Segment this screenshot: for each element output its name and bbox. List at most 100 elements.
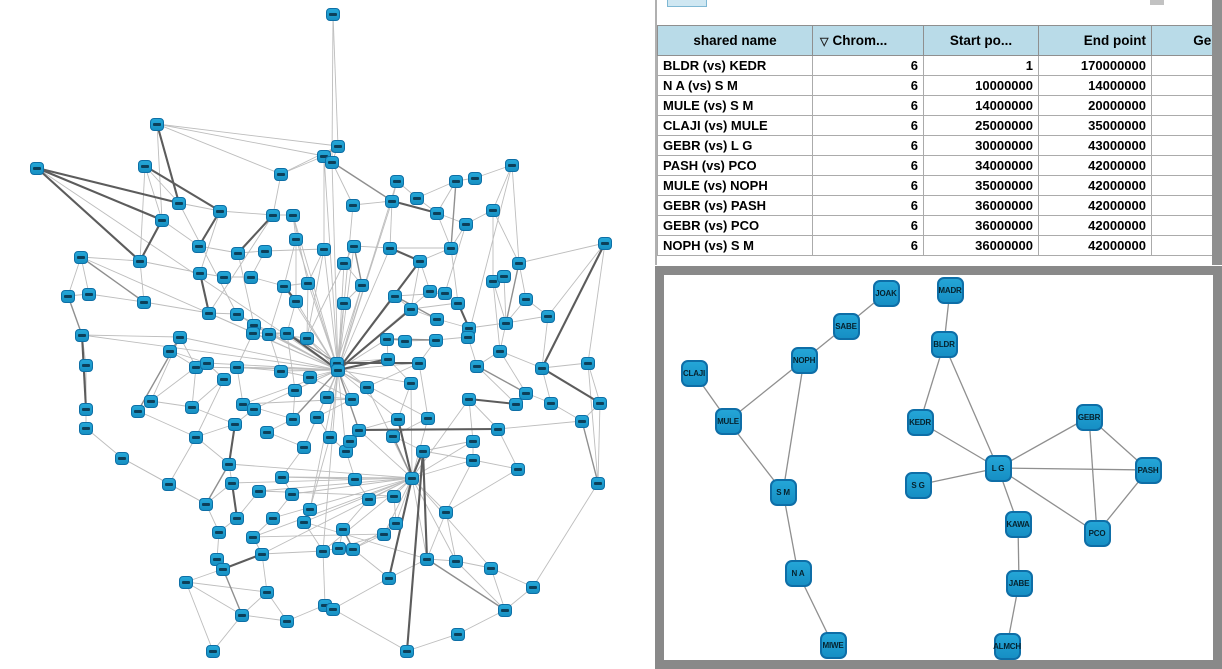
network-node[interactable] — [484, 561, 498, 575]
network-node-almch[interactable]: ALMCH — [993, 632, 1021, 660]
network-node[interactable] — [416, 444, 430, 458]
network-node[interactable] — [131, 404, 145, 418]
network-node[interactable] — [519, 386, 533, 400]
network-node[interactable] — [470, 359, 484, 373]
network-node[interactable] — [79, 421, 93, 435]
table-cell[interactable]: 14000000 — [1038, 75, 1152, 96]
network-node[interactable] — [423, 284, 437, 298]
network-node[interactable] — [30, 161, 44, 175]
table-cell[interactable]: NOPH (vs) S M — [657, 235, 813, 256]
table-cell[interactable]: 25000000 — [923, 115, 1039, 136]
table-cell[interactable]: 10000000 — [923, 75, 1039, 96]
network-node[interactable] — [377, 527, 391, 541]
network-node[interactable] — [61, 289, 75, 303]
network-node[interactable] — [189, 430, 203, 444]
network-node[interactable] — [591, 476, 605, 490]
network-node[interactable] — [544, 396, 558, 410]
network-node-mule[interactable]: MULE — [714, 407, 742, 435]
network-node-gebr[interactable]: GEBR — [1075, 403, 1103, 431]
column-header[interactable]: ▽ Chrom... — [812, 25, 924, 56]
network-node[interactable] — [581, 356, 595, 370]
network-node[interactable] — [300, 331, 314, 345]
network-node[interactable] — [498, 603, 512, 617]
network-node[interactable] — [323, 430, 337, 444]
network-node[interactable] — [266, 511, 280, 525]
network-node[interactable] — [451, 627, 465, 641]
table-cell[interactable]: GEBR (vs) PASH — [657, 195, 813, 216]
table-cell[interactable]: 6 — [812, 155, 924, 176]
network-node[interactable] — [390, 174, 404, 188]
table-cell[interactable]: 8.9 — [1151, 195, 1222, 216]
network-node[interactable] — [231, 246, 245, 260]
network-node-jabe[interactable]: JABE — [1005, 569, 1033, 597]
table-cell[interactable]: 9.9 — [1151, 235, 1222, 256]
network-node[interactable] — [280, 614, 294, 628]
network-node[interactable] — [247, 402, 261, 416]
network-node[interactable] — [486, 203, 500, 217]
network-node-sabe[interactable]: SABE — [832, 312, 860, 340]
table-cell[interactable]: 6 — [812, 135, 924, 156]
table-cell[interactable]: 6 — [812, 75, 924, 96]
network-node-s-m[interactable]: S M — [769, 478, 797, 506]
network-node[interactable] — [430, 206, 444, 220]
network-node[interactable] — [75, 328, 89, 342]
network-node[interactable] — [451, 296, 465, 310]
table-cell[interactable]: 6 — [812, 115, 924, 136]
network-node[interactable] — [541, 309, 555, 323]
table-cell[interactable]: 1 — [923, 55, 1039, 76]
network-node[interactable] — [326, 7, 340, 21]
network-node-kawa[interactable]: KAWA — [1004, 510, 1032, 538]
network-node[interactable] — [331, 363, 345, 377]
network-node[interactable] — [289, 232, 303, 246]
table-cell[interactable]: 11.4 — [1151, 155, 1222, 176]
network-node[interactable] — [310, 410, 324, 424]
network-node-pash[interactable]: PASH — [1134, 456, 1162, 484]
network-node-joak[interactable]: JOAK — [872, 279, 900, 307]
network-node[interactable] — [347, 239, 361, 253]
network-node[interactable] — [459, 217, 473, 231]
table-cell[interactable]: 6 — [812, 55, 924, 76]
network-node[interactable] — [286, 208, 300, 222]
network-node[interactable] — [461, 330, 475, 344]
network-node[interactable] — [535, 361, 549, 375]
network-node-n-a[interactable]: N A — [784, 559, 812, 587]
table-cell[interactable]: 6 — [812, 215, 924, 236]
network-node[interactable] — [360, 380, 374, 394]
network-node[interactable] — [133, 254, 147, 268]
network-node[interactable] — [509, 397, 523, 411]
table-cell[interactable]: 43000000 — [1038, 135, 1152, 156]
network-node[interactable] — [74, 250, 88, 264]
table-cell[interactable]: 36000000 — [923, 235, 1039, 256]
table-cell[interactable]: 10.5 — [1151, 175, 1222, 196]
table-cell[interactable]: 6 — [812, 95, 924, 116]
network-node[interactable] — [325, 155, 339, 169]
table-cell[interactable]: 5.9 — [1151, 115, 1222, 136]
network-node[interactable] — [317, 242, 331, 256]
network-node[interactable] — [316, 544, 330, 558]
network-node[interactable] — [289, 294, 303, 308]
table-cell[interactable]: 42000000 — [1038, 215, 1152, 236]
table-cell[interactable]: GEBR (vs) L G — [657, 135, 813, 156]
network-node-noph[interactable]: NOPH — [790, 346, 818, 374]
main-network-canvas[interactable] — [0, 0, 650, 669]
network-node[interactable] — [410, 191, 424, 205]
network-node[interactable] — [213, 204, 227, 218]
network-node[interactable] — [303, 502, 317, 516]
table-cell[interactable]: 42000000 — [1038, 155, 1152, 176]
network-node[interactable] — [79, 402, 93, 416]
table-cell[interactable]: N A (vs) S M — [657, 75, 813, 96]
network-node[interactable] — [275, 470, 289, 484]
table-cell[interactable]: 36000000 — [923, 215, 1039, 236]
network-node[interactable] — [301, 276, 315, 290]
network-node[interactable] — [255, 547, 269, 561]
network-node[interactable] — [404, 376, 418, 390]
network-node[interactable] — [519, 292, 533, 306]
column-header[interactable]: Start po... — [923, 25, 1039, 56]
network-node[interactable] — [388, 289, 402, 303]
network-node[interactable] — [400, 644, 414, 658]
table-cell[interactable]: 6 — [812, 175, 924, 196]
network-node[interactable] — [235, 608, 249, 622]
network-node[interactable] — [449, 174, 463, 188]
network-node[interactable] — [266, 208, 280, 222]
network-node[interactable] — [206, 644, 220, 658]
